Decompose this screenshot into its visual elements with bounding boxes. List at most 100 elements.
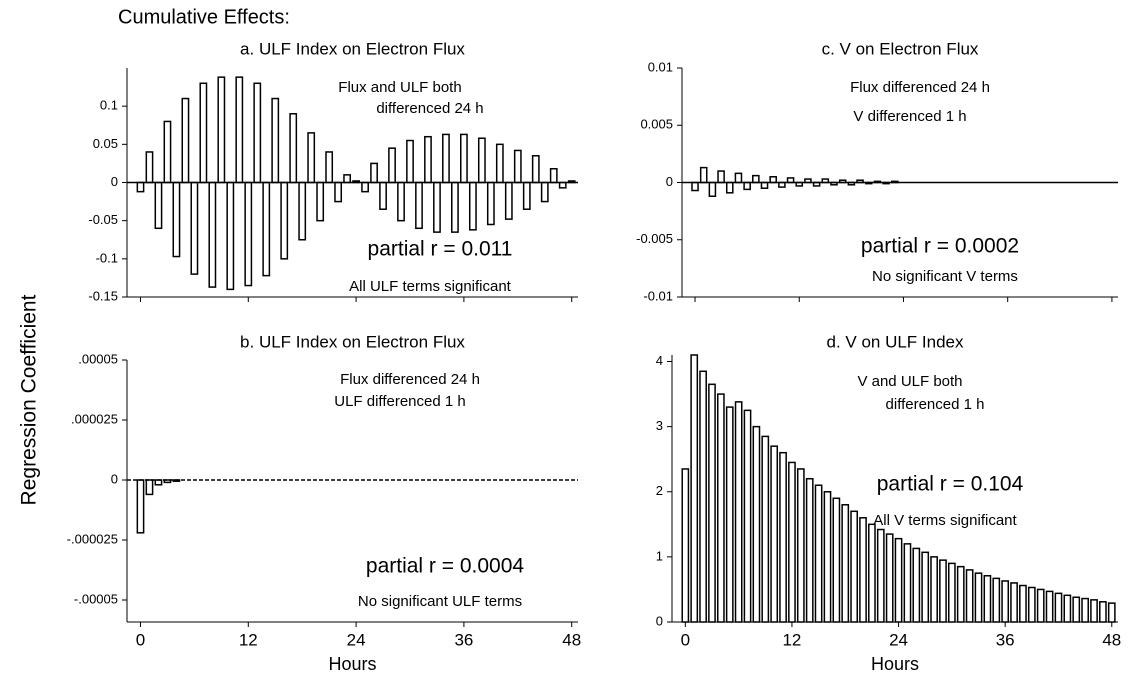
y-tick-label: -0.05 xyxy=(88,212,118,227)
bar xyxy=(788,461,796,623)
bar xyxy=(690,354,699,623)
y-tick-label: -0.005 xyxy=(636,231,673,246)
y-tick-label: -0.01 xyxy=(643,288,673,303)
bar xyxy=(681,468,690,623)
bar xyxy=(145,479,154,496)
annotation: differenced 1 h xyxy=(886,396,985,413)
y-tick-label: 0 xyxy=(111,471,118,486)
annotation: Flux and ULF both xyxy=(338,79,461,96)
bar xyxy=(1036,588,1045,623)
bar xyxy=(145,151,154,184)
bar xyxy=(289,113,298,184)
annotation: No significant ULF terms xyxy=(358,593,522,610)
annotation: All V terms significant xyxy=(873,512,1017,529)
bar xyxy=(708,181,717,197)
bar xyxy=(334,181,343,203)
bar xyxy=(885,533,894,623)
bar xyxy=(1099,601,1107,623)
annotation: partial r = 0.104 xyxy=(877,473,1024,496)
bar xyxy=(717,393,725,623)
y-tick-label: 0.05 xyxy=(93,136,118,151)
bar xyxy=(226,181,235,291)
annotation: ULF differenced 1 h xyxy=(334,393,465,410)
bar xyxy=(841,504,850,623)
subplot-title: a. ULF Index on Electron Flux xyxy=(240,39,465,58)
bar xyxy=(717,170,725,184)
bar xyxy=(1019,584,1027,623)
bar xyxy=(1081,597,1089,623)
bar xyxy=(796,468,805,623)
x-tick-label: 24 xyxy=(889,630,908,649)
bar xyxy=(199,82,208,184)
bar xyxy=(433,181,441,233)
annotation: partial r = 0.0002 xyxy=(861,235,1019,258)
bar xyxy=(939,559,947,623)
bar xyxy=(163,120,172,184)
bar xyxy=(752,425,761,623)
bar xyxy=(903,543,912,623)
y-tick-label: -.000025 xyxy=(67,531,118,546)
bar xyxy=(181,97,190,184)
bar xyxy=(136,181,145,193)
bar xyxy=(805,477,814,623)
x-tick-label: 12 xyxy=(782,630,801,649)
annotation: differenced 24 h xyxy=(376,100,483,117)
bar xyxy=(540,181,549,203)
bar xyxy=(477,137,486,184)
bar xyxy=(190,181,199,275)
y-tick-label: 0 xyxy=(666,174,673,189)
bar xyxy=(388,147,396,184)
bar xyxy=(513,149,522,184)
bar xyxy=(930,556,938,623)
x-tick-label: 48 xyxy=(562,630,581,649)
bar xyxy=(743,409,752,623)
x-axis-label: Hours xyxy=(871,654,919,674)
y-tick-label: 0 xyxy=(111,174,118,189)
bar xyxy=(734,401,743,623)
bar xyxy=(262,181,271,277)
bar xyxy=(761,435,770,623)
bar xyxy=(1090,599,1098,623)
y-tick-label: 0 xyxy=(656,613,663,628)
bar xyxy=(769,176,777,184)
bar xyxy=(725,181,734,194)
bar xyxy=(468,181,477,231)
bar xyxy=(235,76,244,184)
annotation: V and ULF both xyxy=(857,373,962,390)
x-tick-label: 12 xyxy=(239,630,258,649)
bar xyxy=(208,181,217,288)
y-tick-label: .000025 xyxy=(71,411,118,426)
x-tick-label: 36 xyxy=(454,630,473,649)
bar xyxy=(549,168,558,184)
bar xyxy=(325,151,334,184)
x-tick-label: 0 xyxy=(681,630,690,649)
bar xyxy=(752,174,760,184)
bar xyxy=(832,497,841,623)
annotation: V differenced 1 h xyxy=(853,108,966,125)
bar xyxy=(1001,580,1010,623)
bar xyxy=(823,491,832,623)
bar xyxy=(163,479,172,484)
bar xyxy=(699,166,708,184)
bar xyxy=(397,181,405,222)
subplot-title: b. ULF Index on Electron Flux xyxy=(240,332,465,351)
bar xyxy=(1054,592,1063,623)
subplot-title: d. V on ULF Index xyxy=(826,332,964,351)
annotation: All ULF terms significant xyxy=(349,278,512,295)
bar xyxy=(379,181,387,210)
bar xyxy=(460,133,468,184)
bar xyxy=(271,97,280,184)
bar xyxy=(307,132,316,184)
bar xyxy=(424,135,432,184)
bar xyxy=(974,572,983,623)
y-tick-label: 0.1 xyxy=(100,98,118,113)
bar xyxy=(1045,590,1054,623)
y-tick-label: 0.005 xyxy=(640,117,673,132)
bar xyxy=(253,82,262,184)
bar xyxy=(217,76,226,184)
annotation: Flux differenced 24 h xyxy=(850,79,990,96)
bar xyxy=(316,181,325,222)
y-tick-label: -0.15 xyxy=(88,288,118,303)
bar xyxy=(280,181,289,260)
